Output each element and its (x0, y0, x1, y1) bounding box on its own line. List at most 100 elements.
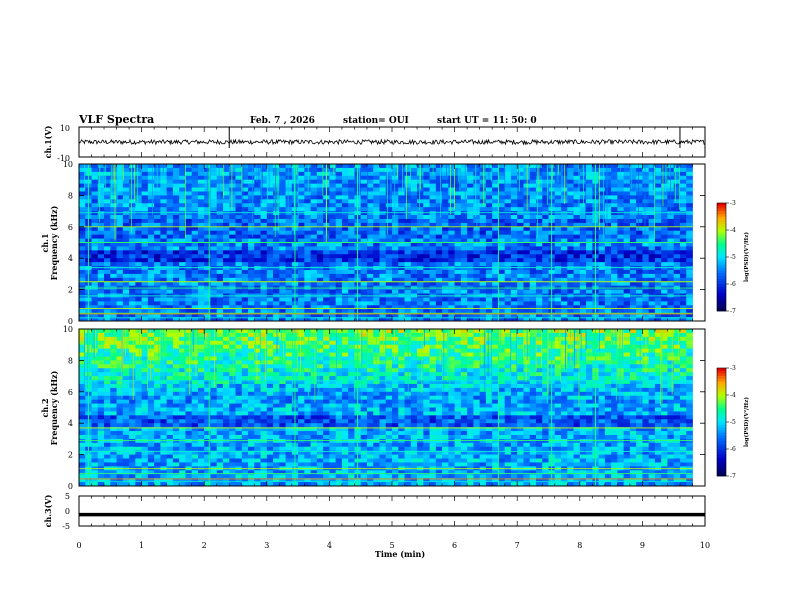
spectrogram-cell (104, 349, 111, 353)
spectrogram-cell (304, 164, 311, 168)
colorbar-segment (717, 295, 726, 298)
spectrogram-cell (398, 250, 405, 254)
spectrogram-cell (386, 184, 393, 188)
spectrogram-cell (417, 231, 424, 235)
spectrogram-cell (286, 305, 293, 309)
spectrogram-cell (304, 290, 311, 294)
spectrogram-cell (254, 270, 261, 274)
spectrogram-cell (642, 297, 649, 301)
spectrogram-cell (192, 337, 199, 341)
spectrogram-cell (574, 266, 581, 270)
spectrogram-cell (398, 219, 405, 223)
spectrogram-cell (636, 176, 643, 180)
spectrogram-cell (142, 250, 149, 254)
header-station: station= OUI (343, 116, 409, 126)
spectrogram-cell (323, 353, 330, 357)
spectrogram-cell (248, 353, 255, 357)
spectrogram-cell (492, 258, 499, 262)
spectrogram-cell (405, 219, 412, 223)
spectrogram-cell (486, 231, 493, 235)
spectrogram-cell (160, 180, 167, 184)
colorbar-segment (717, 289, 726, 292)
spectrogram-cell (486, 199, 493, 203)
spectrogram-cell (317, 215, 324, 219)
spectrogram-cell (661, 297, 668, 301)
spectrogram-cell (492, 329, 499, 333)
spectrogram-cell (461, 207, 468, 211)
ch2-spectrogram-image (79, 329, 693, 486)
spectrogram-cell (448, 180, 455, 184)
spectrogram-cell (542, 250, 549, 254)
spectrogram-cell (129, 227, 136, 231)
spectrogram-cell (423, 195, 430, 199)
spectrogram-cell (492, 207, 499, 211)
spectrogram-cell (248, 191, 255, 195)
spectrogram-cell (611, 176, 618, 180)
spectrogram-cell (92, 180, 99, 184)
spectrogram-cell (448, 341, 455, 345)
spectrogram-cell (642, 274, 649, 278)
spectrogram-cell (392, 290, 399, 294)
spectrogram-cell (210, 345, 217, 349)
spectrogram-cell (148, 231, 155, 235)
spectrogram-cell (210, 337, 217, 341)
spectrogram-cell (392, 333, 399, 337)
spectrogram-cell (411, 290, 418, 294)
spectrogram-cell (135, 345, 142, 349)
spectrogram-cell (436, 235, 443, 239)
spectrogram-cell (135, 231, 142, 235)
spectrogram-cell (536, 207, 543, 211)
spectrogram-cell (611, 219, 618, 223)
spectrogram-cell (348, 250, 355, 254)
spectrogram-cell (567, 301, 574, 305)
spectrogram-cell (505, 211, 512, 215)
spectrogram-cell (555, 184, 562, 188)
spectrogram-cell (423, 262, 430, 266)
spectrogram-cell (110, 188, 117, 192)
spectrogram-cell (561, 274, 568, 278)
spectrogram-cell (373, 188, 380, 192)
spectrogram-cell (348, 290, 355, 294)
spectrogram-cell (486, 191, 493, 195)
spectrogram-cell (492, 345, 499, 349)
spectrogram-cell (117, 211, 124, 215)
spectrogram-cell (411, 164, 418, 168)
spectrogram-cell (329, 258, 336, 262)
spectrogram-cell (167, 184, 174, 188)
spectrogram-cell (536, 191, 543, 195)
spectrogram-cell (517, 168, 524, 172)
spectrogram-cell (624, 258, 631, 262)
spectrogram-cell (480, 290, 487, 294)
spectrogram-cell (611, 203, 618, 207)
spectrogram-cell (411, 329, 418, 333)
spectrogram-cell (336, 176, 343, 180)
colorbar-segment (717, 265, 726, 268)
spectrogram-cell (492, 297, 499, 301)
spectrogram-cell (405, 184, 412, 188)
spectrogram-cell (229, 246, 236, 250)
spectrogram-cell (561, 246, 568, 250)
spectrogram-cell (254, 219, 261, 223)
spectrogram-cell (167, 337, 174, 341)
spectrogram-cell (617, 345, 624, 349)
spectrogram-cell (317, 211, 324, 215)
spectrogram-cell (286, 353, 293, 357)
spectrogram-cell (329, 297, 336, 301)
spectrogram-cell (555, 250, 562, 254)
spectrogram-cell (317, 231, 324, 235)
spectrogram-cell (367, 266, 374, 270)
spectrogram-cell (492, 270, 499, 274)
spectrogram-cell (185, 246, 192, 250)
spectrogram-cell (342, 188, 349, 192)
spectrogram-cell (242, 270, 249, 274)
spectrogram-cell (104, 203, 111, 207)
spectrogram-cell (423, 168, 430, 172)
spectrogram-cell (636, 246, 643, 250)
spectrogram-cell (642, 243, 649, 247)
spectrogram-cell (686, 301, 693, 305)
spectrogram-cell (561, 341, 568, 345)
spectrogram-cell (329, 207, 336, 211)
spectrogram-cell (273, 164, 280, 168)
spectrogram-cell (448, 349, 455, 353)
spectrogram-cell (386, 191, 393, 195)
